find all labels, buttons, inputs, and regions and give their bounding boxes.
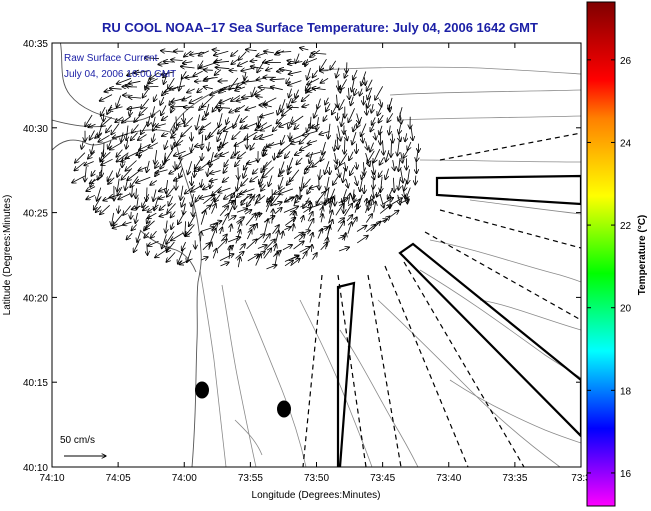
- x-tick-label: 73:35: [502, 473, 527, 484]
- y-tick-label: 40:20: [23, 293, 48, 304]
- colorbar-tick-label: 16: [620, 469, 632, 480]
- y-axis-ticks: 40:35 40:30 40:25 40:20 40:15 40:10: [23, 39, 581, 474]
- map-title: RU COOL NOAA–17 Sea Surface Temperature:…: [102, 20, 538, 35]
- inset-line1: Raw Surface Current: [64, 53, 158, 64]
- inset-line2: July 04, 2006 16:00 GMT: [64, 69, 176, 80]
- x-tick-label: 73:50: [304, 473, 329, 484]
- x-tick-label: 74:05: [106, 473, 131, 484]
- y-tick-label: 40:35: [23, 39, 48, 50]
- radial-dashed-lines: [302, 132, 581, 467]
- black-marker-south: [277, 400, 291, 418]
- colorbar-tick-label: 18: [620, 386, 632, 397]
- y-tick-label: 40:30: [23, 124, 48, 135]
- colorbar-ticks: 26 24 22 20 18 16: [587, 56, 632, 480]
- x-tick-label: 73:45: [370, 473, 395, 484]
- bathymetry-contours: [199, 66, 581, 467]
- x-tick-label: 73:55: [238, 473, 263, 484]
- solid-wedge-outlines: [336, 174, 581, 467]
- scale-arrow-label: 50 cm/s: [60, 435, 95, 446]
- x-tick-label: 74:00: [172, 473, 197, 484]
- y-axis-label: Latitude (Degrees:Minutes): [2, 195, 13, 316]
- y-tick-label: 40:15: [23, 378, 48, 389]
- x-tick-label: 73:40: [436, 473, 461, 484]
- colorbar-label: Temperature (°C): [637, 215, 648, 296]
- colorbar: [586, 1, 616, 507]
- x-tick-label: 73:3: [571, 473, 591, 484]
- x-axis-label: Longitude (Degrees:Minutes): [252, 490, 381, 501]
- colorbar-tick-label: 24: [620, 138, 632, 149]
- y-tick-label: 40:10: [23, 463, 48, 474]
- x-tick-label: 74:10: [39, 473, 64, 484]
- current-vector-field: [72, 48, 419, 270]
- colorbar-tick-label: 20: [620, 304, 632, 315]
- black-marker-north: [195, 381, 209, 399]
- colorbar-tick-label: 26: [620, 56, 632, 67]
- x-axis-ticks: 74:10 74:05 74:00 73:55 73:50 73:45 73:40 73:35…: [39, 43, 591, 484]
- map-content: [52, 43, 581, 467]
- colorbar-tick-label: 22: [620, 221, 632, 232]
- y-tick-label: 40:25: [23, 209, 48, 220]
